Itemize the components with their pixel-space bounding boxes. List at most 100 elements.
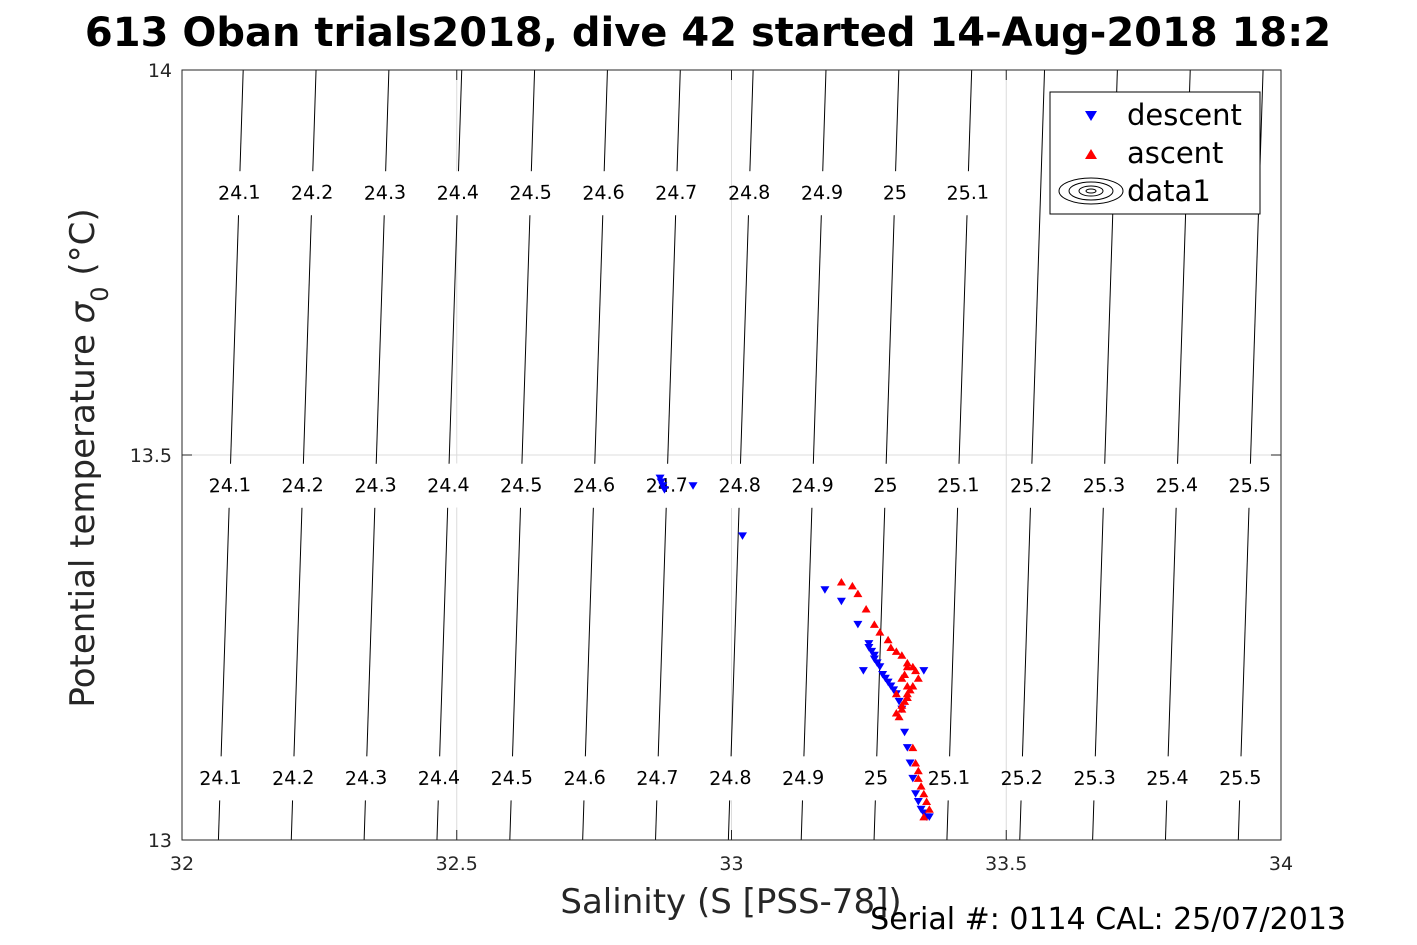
isopycnal-label: 24.7 <box>636 767 679 790</box>
ascent-point <box>911 759 921 767</box>
isopycnal-label-bg <box>372 170 398 216</box>
ascent-point <box>875 628 885 636</box>
isopycnal-label: 25.1 <box>946 182 989 205</box>
ascent-point <box>897 701 907 709</box>
isopycnal-label: 25.5 <box>1219 767 1262 790</box>
isopycnal-label: 24.5 <box>500 474 543 497</box>
ascent-point <box>894 712 904 721</box>
legend: descent ascent data1 <box>1049 91 1261 215</box>
ascent-point <box>908 743 918 752</box>
isopycnal-label-bg <box>955 170 981 216</box>
isopycnal-label: 25.3 <box>1073 767 1116 790</box>
isopycnal-label-bg <box>571 756 598 801</box>
isopycnal-label: 24.7 <box>655 182 698 205</box>
y-tick-label: 13 <box>148 830 172 852</box>
isopycnal-label: 25 <box>882 182 907 205</box>
ascent-point <box>919 789 929 798</box>
isopycnal-label-bg <box>508 463 534 509</box>
isopycnal-label: 24.2 <box>281 474 324 497</box>
descent-point <box>836 597 846 606</box>
descent-point <box>900 728 910 737</box>
descent-point <box>869 651 879 660</box>
ascent-point <box>900 670 910 678</box>
legend-box <box>1049 91 1261 215</box>
x-tick-label: 32 <box>170 853 194 875</box>
isopycnal-label-bg <box>717 756 744 801</box>
legend-descent-marker <box>1085 111 1097 121</box>
isopycnal-label-bg <box>809 170 835 216</box>
isopycnal-label-bg <box>790 756 816 801</box>
isopycnal-label: 24.9 <box>801 182 844 205</box>
isopycnal-label-bg <box>289 463 316 509</box>
descent-point <box>656 478 666 486</box>
isopycnal-label-bg <box>663 170 690 216</box>
ascent-point <box>886 643 896 651</box>
isopycnal-label: 25.2 <box>1000 767 1043 790</box>
isopycnal-label: 24.1 <box>199 767 242 790</box>
ascent-point <box>891 689 901 698</box>
y-tick-label: 13.5 <box>130 445 172 467</box>
isopycnal-label-bg <box>1227 756 1253 801</box>
isopycnal-line <box>1384 70 1409 840</box>
isopycnal-label-bg <box>426 756 452 801</box>
isopycnal-labels: 24.1 24.2 24.3 24.4 24.5 24.6 24.7 24.8 24.9 25 25… <box>199 170 1271 801</box>
descent-point <box>869 655 879 664</box>
legend-ascent-marker <box>1085 149 1097 159</box>
descent-point <box>858 667 868 675</box>
isopycnal-label-bg <box>280 756 306 801</box>
legend-ascent-label: ascent <box>1127 136 1223 170</box>
isopycnal-label: 24.6 <box>563 767 606 790</box>
descent-point <box>875 663 885 671</box>
descent-point <box>905 759 915 767</box>
isopycnal-line <box>1019 70 1046 840</box>
isopycnal-label: 25.4 <box>1155 474 1198 497</box>
ascent-point <box>905 685 915 694</box>
x-tick-label: 33.5 <box>985 853 1027 875</box>
isopycnal-label: 24.5 <box>490 767 533 790</box>
descent-point <box>659 486 669 494</box>
descent-point <box>911 790 921 798</box>
descent-point <box>894 697 904 706</box>
legend-descent-label: descent <box>1127 98 1242 132</box>
ascent-point <box>836 578 846 586</box>
isopycnal-label: 24.6 <box>573 474 616 497</box>
isopycnal-label: 24.4 <box>417 767 460 790</box>
descent-point <box>658 482 668 490</box>
ascent-point <box>861 605 871 613</box>
x-tick-label: 34 <box>1269 853 1293 875</box>
isopycnal-label: 25.2 <box>1010 474 1053 497</box>
ascent-point <box>847 581 857 590</box>
isopycnal-label-bg <box>863 756 889 801</box>
isopycnal-label: 24.3 <box>363 182 406 205</box>
isopycnal-label-bg <box>936 756 962 801</box>
descent-point <box>924 813 934 821</box>
descent-point <box>867 647 877 656</box>
x-tick-label: 32.5 <box>436 853 478 875</box>
isopycnal-label-bg <box>435 463 462 509</box>
isopycnal-label-bg <box>736 170 762 216</box>
descent-point <box>853 620 863 629</box>
isopycnal-label-bg <box>207 756 234 801</box>
descent-point <box>908 774 918 783</box>
ascent-point <box>924 805 934 813</box>
isopycnal-label: 24.4 <box>427 474 470 497</box>
descent-point <box>916 805 926 814</box>
data-points <box>655 474 934 821</box>
isopycnal-label: 24.7 <box>645 474 688 497</box>
isopycnal-label-bg <box>1154 756 1181 801</box>
isopycnal-label-bg <box>353 756 379 801</box>
isopycnal-label: 24.4 <box>436 182 479 205</box>
descent-point <box>655 474 665 483</box>
ascent-point <box>902 693 912 702</box>
y-axis-label: Potential temperature σ0 (°C) <box>63 208 114 707</box>
isopycnal-label-bg <box>1081 756 1108 801</box>
legend-contour-icon <box>1058 177 1124 205</box>
isopycnal-label-bg <box>1018 463 1044 509</box>
isopycnal-label: 24.8 <box>709 767 752 790</box>
isopycnal-label: 24.6 <box>582 182 625 205</box>
isopycnal-label-bg <box>945 463 972 509</box>
descent-point <box>913 798 923 806</box>
isopycnal-label: 24.3 <box>345 767 388 790</box>
isopycnal-label-bg <box>1091 463 1117 509</box>
descent-point <box>688 482 698 490</box>
